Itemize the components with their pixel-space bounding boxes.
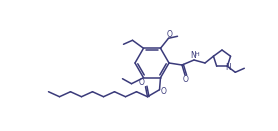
- Text: H: H: [195, 51, 199, 56]
- Text: N: N: [190, 51, 196, 61]
- Text: N: N: [225, 63, 231, 72]
- Text: O: O: [138, 78, 145, 87]
- Text: O: O: [183, 75, 189, 83]
- Text: O: O: [161, 87, 167, 96]
- Text: O: O: [167, 30, 172, 39]
